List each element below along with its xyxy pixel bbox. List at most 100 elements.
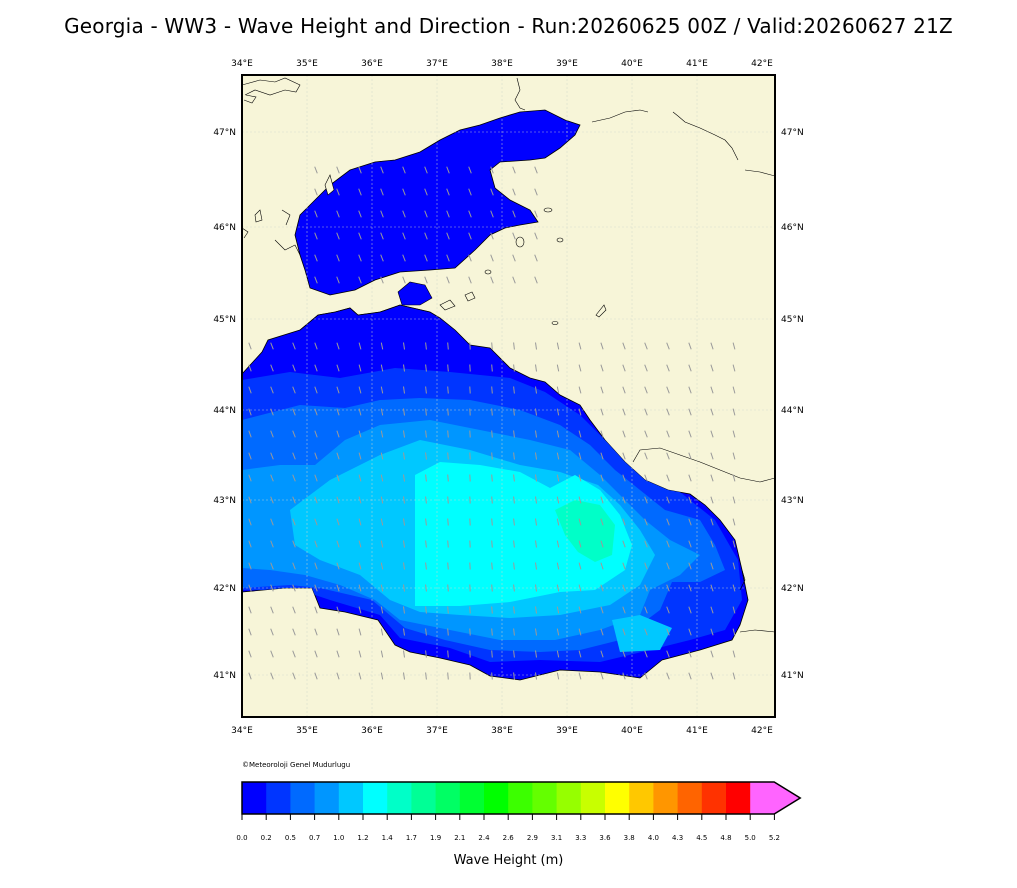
wave-arrow	[336, 210, 340, 218]
wave-arrow	[666, 386, 670, 394]
wave-arrow	[248, 364, 252, 372]
wave-arrow	[425, 474, 427, 482]
wave-arrow	[402, 276, 406, 284]
wave-arrow	[535, 540, 537, 548]
wave-arrow	[534, 254, 538, 262]
colorbar-tick-label: 2.4	[478, 834, 490, 842]
wave-arrow	[314, 276, 318, 284]
wave-arrow	[380, 584, 384, 592]
wave-arrow	[425, 628, 427, 636]
wave-arrow	[336, 562, 340, 570]
wave-arrow	[358, 408, 362, 416]
wave-arrow	[425, 606, 427, 614]
wave-arrow	[622, 386, 626, 394]
wave-arrow	[578, 496, 582, 504]
wave-arrow	[380, 386, 384, 394]
wave-arrow	[314, 430, 318, 438]
wave-arrow	[644, 452, 648, 460]
wave-arrow	[270, 628, 274, 636]
wave-arrow	[491, 518, 493, 526]
wave-arrow	[270, 496, 274, 504]
wave-arrow	[732, 474, 736, 482]
wave-arrow	[403, 518, 405, 526]
wave-arrow	[534, 166, 538, 174]
wave-arrow	[292, 430, 296, 438]
wave-arrow	[425, 496, 427, 504]
wave-arrow	[336, 232, 340, 240]
wave-arrow	[513, 430, 515, 438]
wave-arrow	[513, 540, 515, 548]
wave-arrow	[292, 562, 296, 570]
wave-arrow	[688, 540, 692, 548]
wave-arrow	[556, 386, 560, 394]
lat-label-right: 45°N	[781, 315, 804, 325]
wave-arrow	[578, 584, 582, 592]
wave-arrow	[644, 584, 648, 592]
lon-label-bottom: 39°E	[556, 726, 578, 736]
wave-arrow	[491, 452, 493, 460]
wave-arrow	[512, 188, 516, 196]
kerch-strait	[397, 281, 433, 306]
wave-arrow	[732, 672, 736, 680]
wave-arrow	[425, 540, 427, 548]
wave-arrow	[491, 628, 493, 636]
wave-arrow	[425, 562, 427, 570]
wave-arrow	[556, 584, 560, 592]
longitude-ticks: 34°E 34°E 35°E 35°E 36°E 36°E 37°E 37°E 38°E 38°E…	[231, 59, 773, 736]
wave-arrow	[644, 562, 648, 570]
wave-arrow	[556, 562, 560, 570]
wave-arrow	[380, 540, 384, 548]
wave-arrow	[248, 518, 252, 526]
wave-arrow	[314, 518, 318, 526]
wave-arrow	[513, 342, 515, 350]
wave-arrow	[336, 518, 340, 526]
wave-arrow	[688, 430, 692, 438]
wave-arrow	[358, 254, 362, 262]
wave-arrow	[666, 584, 670, 592]
wave-arrow	[622, 342, 626, 350]
wave-arrow	[490, 232, 494, 240]
wave-arrow	[578, 452, 582, 460]
wave-arrow	[732, 342, 736, 350]
wave-arrow	[336, 342, 340, 350]
wave-arrow	[491, 430, 493, 438]
wave-arrow	[732, 496, 736, 504]
wave-arrow	[666, 496, 670, 504]
wave-arrow	[644, 342, 648, 350]
wave-arrow	[600, 672, 604, 680]
wave-arrow	[314, 650, 318, 658]
wave-arrow	[270, 430, 274, 438]
wave-arrow	[270, 364, 274, 372]
wave-arrow	[380, 210, 384, 218]
lon-label-bottom: 38°E	[491, 726, 513, 736]
wave-arrow	[336, 188, 340, 196]
latitude-ticks: 47°N 47°N 46°N 46°N 45°N 45°N 44°N 44°N 43°N 43°N…	[213, 128, 803, 681]
wave-arrow	[535, 496, 537, 504]
wave-arrow	[491, 364, 493, 372]
wave-arrow	[578, 364, 582, 372]
wave-arrow	[292, 584, 296, 592]
wave-arrow	[512, 232, 516, 240]
wave-arrow	[732, 606, 736, 614]
wave-arrow	[314, 254, 318, 262]
credit-text: ©Meteoroloji Genel Mudurlugu	[242, 761, 351, 769]
wave-arrow	[732, 364, 736, 372]
lon-label-top: 38°E	[491, 59, 513, 69]
wave-arrow	[468, 254, 472, 262]
wave-arrow	[358, 474, 362, 482]
colorbar-segment	[677, 782, 703, 814]
colorbar-segment	[653, 782, 679, 814]
wave-arrow	[622, 496, 626, 504]
wave-arrow	[248, 584, 252, 592]
wave-arrow	[248, 408, 252, 416]
wave-arrow	[600, 408, 604, 416]
colorbar-tick-label: 4.5	[696, 834, 707, 842]
wave-arrow	[491, 408, 493, 416]
wave-arrow	[446, 166, 450, 174]
wave-arrow	[292, 364, 296, 372]
wave-arrow	[535, 430, 537, 438]
wave-arrow	[490, 210, 494, 218]
wave-arrow	[248, 540, 252, 548]
colorbar-tick-label: 1.9	[430, 834, 441, 842]
wave-arrow	[732, 518, 736, 526]
